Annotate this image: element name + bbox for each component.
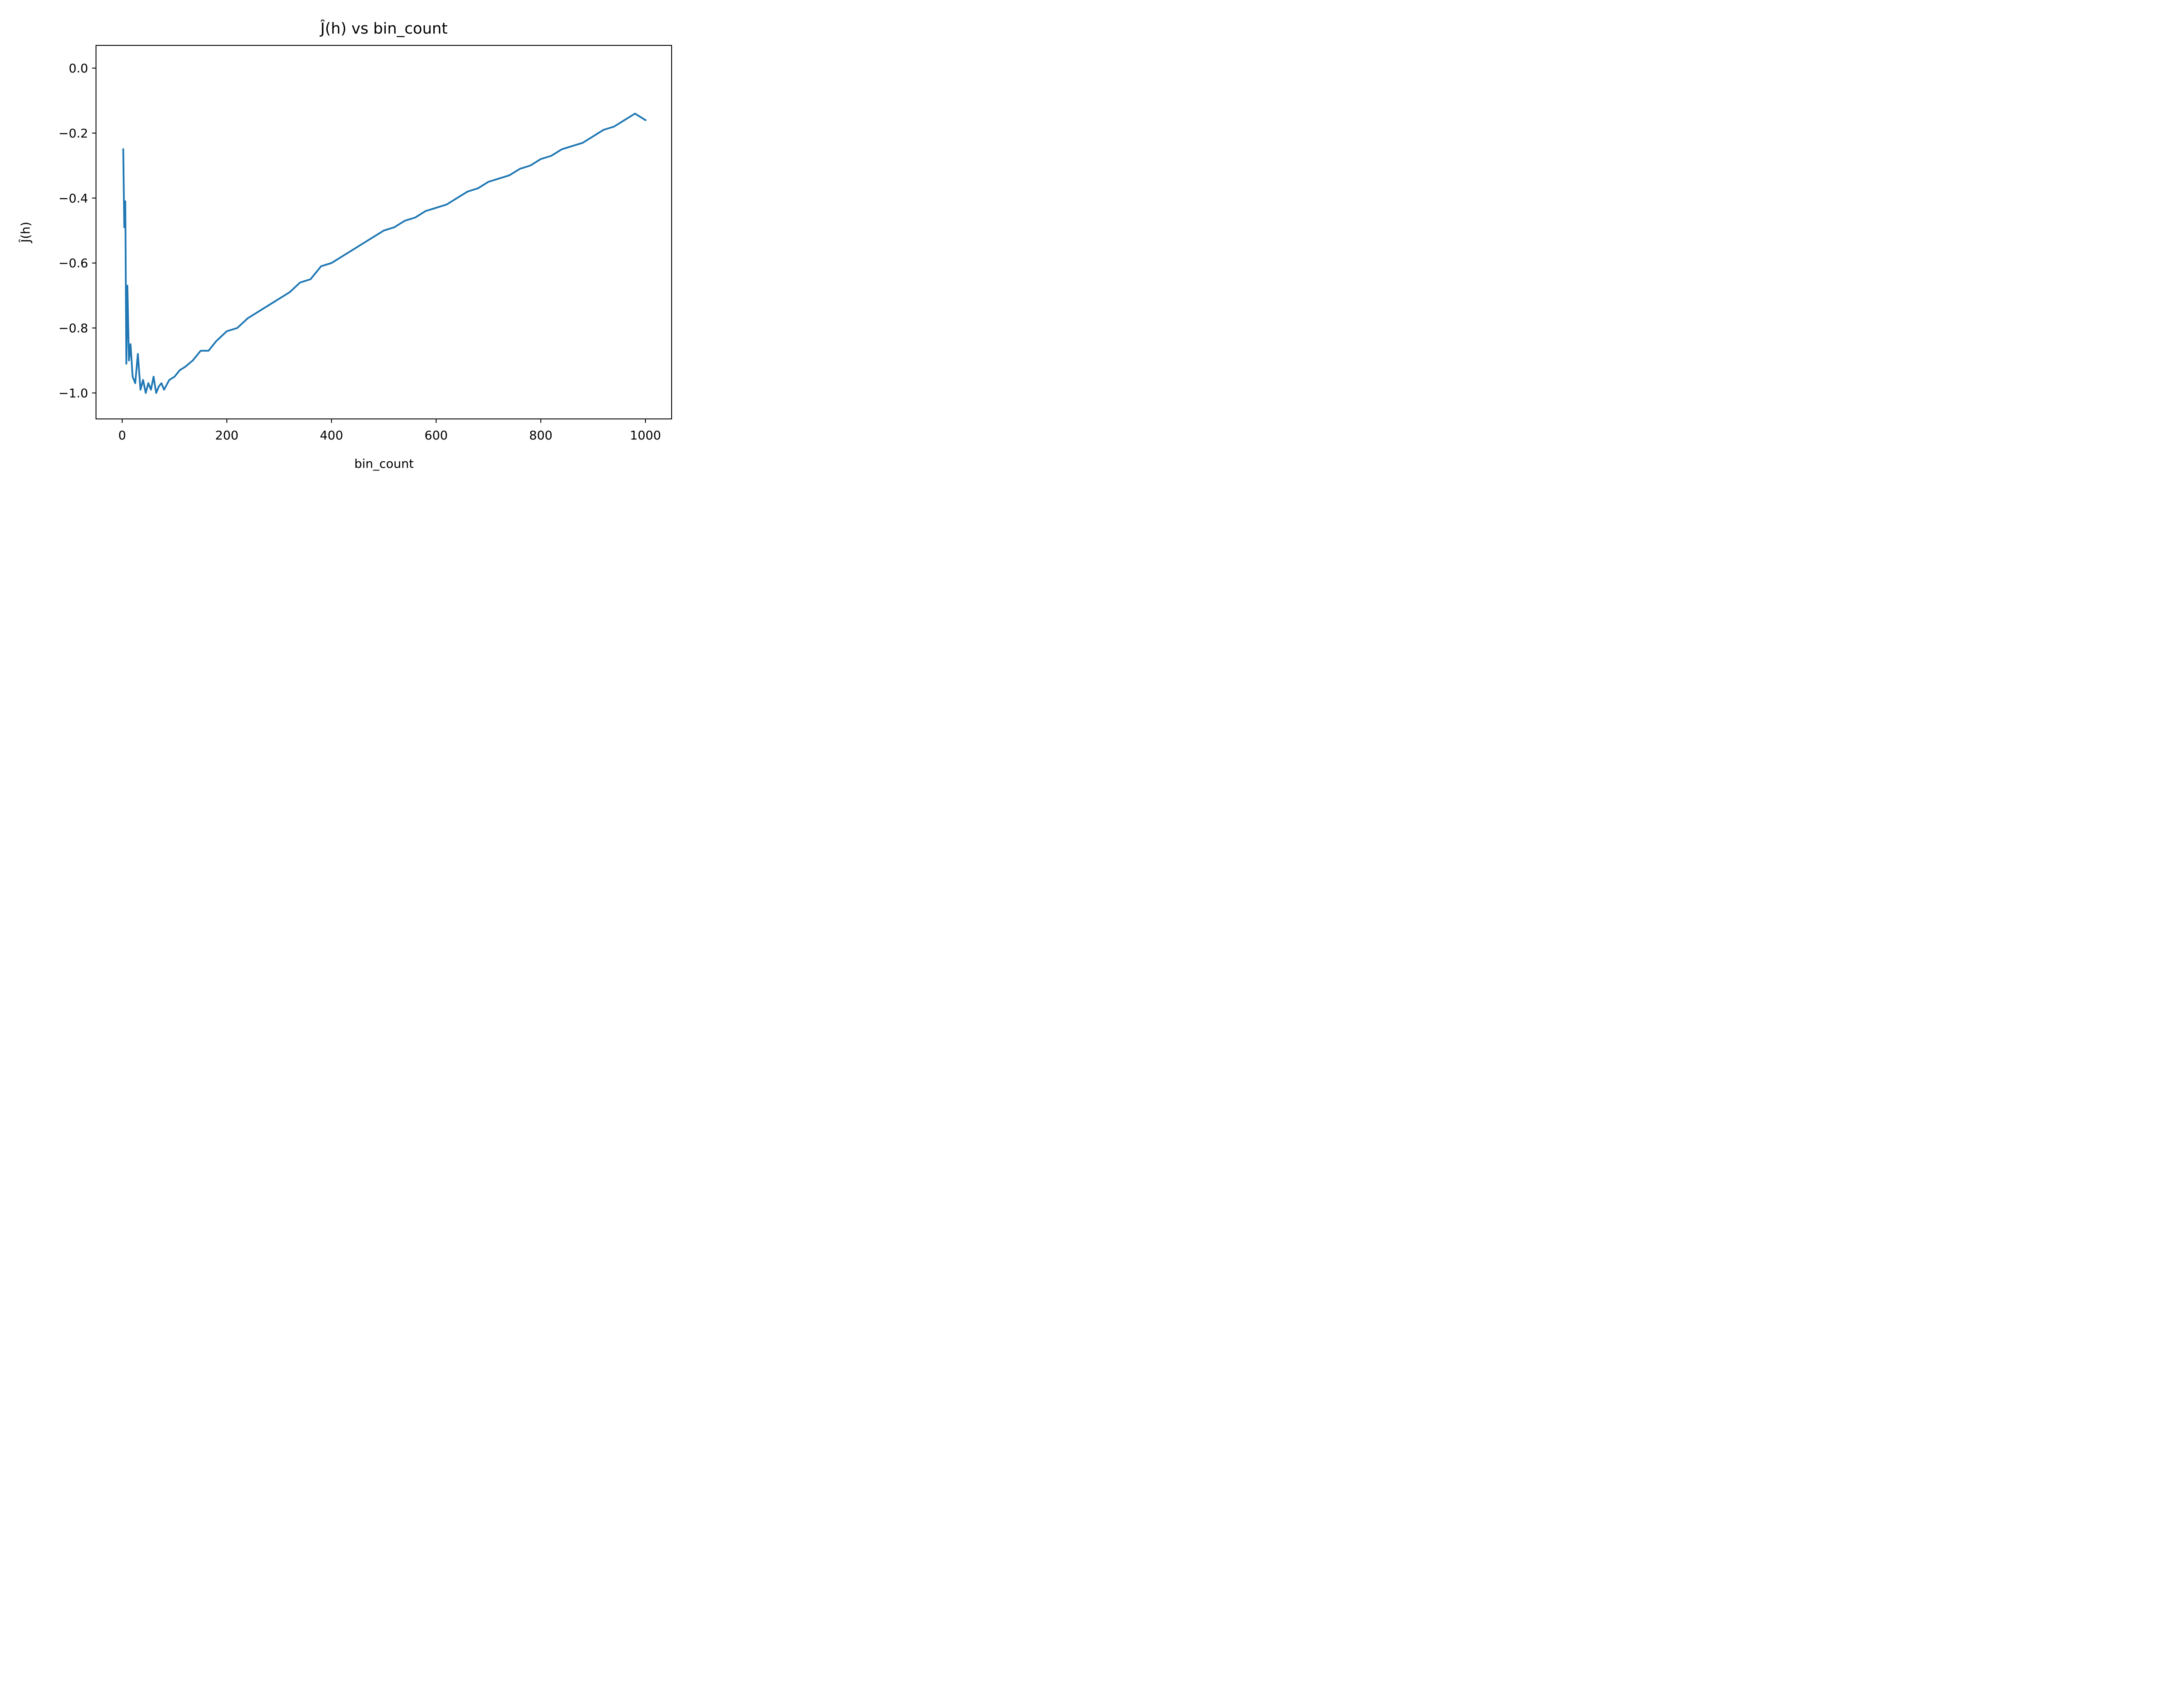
figure-background: [0, 0, 681, 482]
chart-title: Ĵ(h) vs bin_count: [319, 19, 447, 38]
x-tick-label: 1000: [630, 428, 661, 442]
y-axis-label: Ĵ(h): [18, 222, 33, 244]
x-tick-label: 600: [425, 428, 448, 442]
x-tick-label: 800: [529, 428, 552, 442]
x-axis: 0 200 400 600 800 1000: [118, 419, 661, 442]
y-tick-label: 0.0: [69, 61, 88, 75]
x-tick-label: 400: [320, 428, 343, 442]
y-tick-label: −0.2: [58, 126, 88, 141]
x-tick-label: 200: [215, 428, 238, 442]
chart: Ĵ(h) vs bin_count 0 200 400 600 800 1000 0.0 −…: [0, 0, 681, 482]
y-tick-label: −0.8: [58, 321, 88, 336]
plot-frame: [96, 45, 672, 419]
x-tick-label: 0: [118, 428, 126, 442]
y-axis: 0.0 −0.2 −0.4 −0.6 −0.8 −1.0: [58, 61, 96, 400]
y-tick-label: −0.6: [58, 256, 88, 271]
y-tick-label: −1.0: [58, 386, 88, 400]
y-tick-label: −0.4: [58, 191, 88, 206]
x-axis-label: bin_count: [354, 456, 414, 471]
series-line: [122, 113, 647, 394]
